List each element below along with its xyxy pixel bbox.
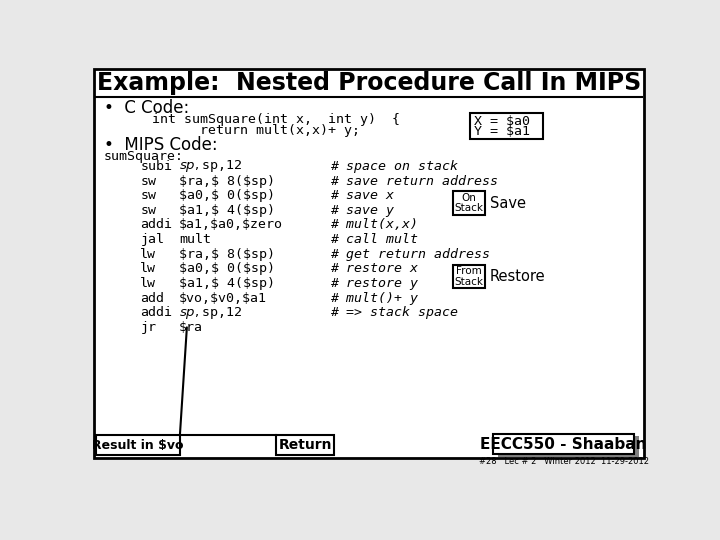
Text: Y = $a1: Y = $a1 [474,125,531,138]
Text: sw: sw [140,204,156,217]
Text: Result in $vo: Result in $vo [92,438,184,451]
Text: # save x: # save x [330,189,395,202]
Text: •  C Code:: • C Code: [104,99,189,117]
Text: # save return address: # save return address [330,174,498,187]
Text: # mult()+ y: # mult()+ y [330,292,418,305]
Bar [96,435,180,455]
Text: # space on stack: # space on stack [330,160,458,173]
Text: $a1,$ 4($sp): $a1,$ 4($sp) [179,204,275,217]
Text: Example:  Nested Procedure Call In MIPS: Example: Nested Procedure Call In MIPS [97,71,641,95]
Text: Save: Save [490,195,526,211]
Text: jr: jr [140,321,156,334]
Text: lw: lw [140,248,156,261]
Bar [469,113,544,139]
Text: $a1,$ 4($sp): $a1,$ 4($sp) [179,277,275,290]
Text: Stack: Stack [454,204,483,213]
Text: •  MIPS Code:: • MIPS Code: [104,136,217,154]
Text: $ra,$ 8($sp): $ra,$ 8($sp) [179,248,275,261]
Text: jal: jal [140,233,164,246]
Text: # get return address: # get return address [330,248,490,261]
Text: $sp,$sp,12: $sp,$sp,12 [179,158,242,174]
Text: # save y: # save y [330,204,395,217]
Text: addi: addi [140,219,172,232]
Text: # mult(x,x): # mult(x,x) [330,219,418,232]
Text: sw: sw [140,174,156,187]
Text: addi: addi [140,306,172,319]
Bar [276,435,334,455]
Text: mult: mult [179,233,211,246]
Text: $a0,$ 0($sp): $a0,$ 0($sp) [179,262,275,275]
Text: $a0,$ 0($sp): $a0,$ 0($sp) [179,189,275,202]
Text: lw: lw [140,277,156,290]
Text: subi: subi [140,160,172,173]
Bar [453,265,485,288]
Text: #28   Lec # 2   Winter 2012  11-29-2012: #28 Lec # 2 Winter 2012 11-29-2012 [479,457,649,465]
Bar [453,192,485,214]
Text: EECC550 - Shaaban: EECC550 - Shaaban [480,437,647,452]
Bar [493,434,634,455]
Text: $sp,$sp,12: $sp,$sp,12 [179,305,242,321]
Text: return mult(x,x)+ y;: return mult(x,x)+ y; [168,124,359,137]
Text: Stack: Stack [454,276,483,287]
Bar [498,436,639,457]
Text: # call mult: # call mult [330,233,418,246]
Text: $ra,$ 8($sp): $ra,$ 8($sp) [179,174,275,187]
Text: sumSquare:: sumSquare: [104,150,184,163]
Text: $a1,$a0,$zero: $a1,$a0,$zero [179,219,283,232]
Text: Return: Return [279,438,332,452]
Text: # => stack space: # => stack space [330,306,458,319]
Text: sw: sw [140,189,156,202]
Text: add: add [140,292,164,305]
Text: Restore: Restore [490,269,546,284]
Text: On: On [462,193,477,202]
Text: # restore y: # restore y [330,277,418,290]
Text: $ra: $ra [179,321,203,334]
Text: int sumSquare(int x,  int y)  {: int sumSquare(int x, int y) { [152,113,400,126]
Text: lw: lw [140,262,156,275]
Text: $vo,$v0,$a1: $vo,$v0,$a1 [179,292,267,305]
Text: X = $a0: X = $a0 [474,114,531,127]
Text: From: From [456,266,482,276]
Text: # restore x: # restore x [330,262,418,275]
